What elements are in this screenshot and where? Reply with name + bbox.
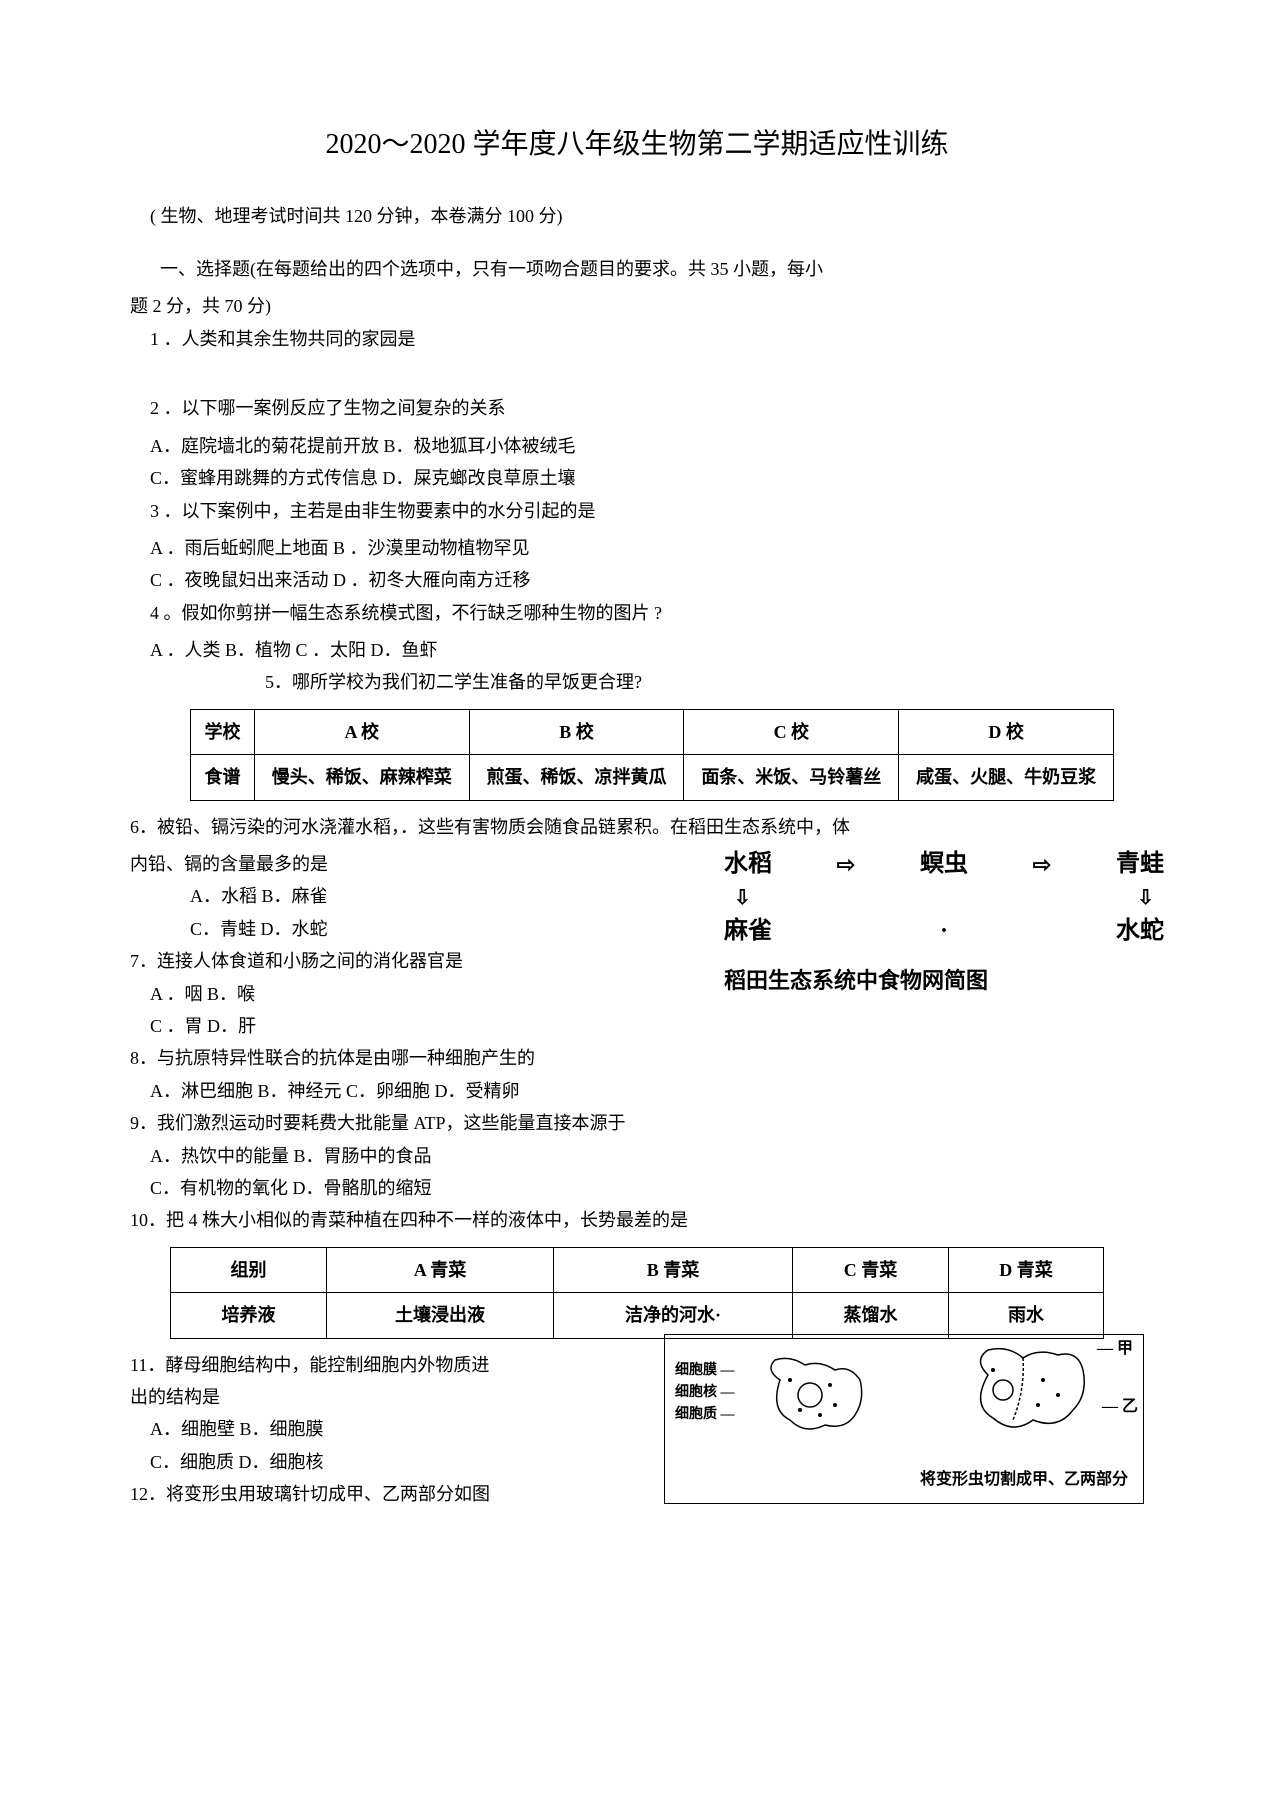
- amoeba-shape-1: [760, 1350, 870, 1440]
- table-row: 学校 A 校 B 校 C 校 D 校: [191, 709, 1114, 754]
- table-cell: 培养液: [171, 1293, 327, 1338]
- table-header: B 青菜: [554, 1247, 793, 1292]
- table-row: 食谱 慢头、稀饭、麻辣榨菜 煎蛋、稀饭、凉拌黄瓜 面条、米饭、马铃薯丝 咸蛋、火…: [191, 755, 1114, 800]
- arrow-down-icon: ⇩: [734, 886, 751, 910]
- food-web-caption: 稻田生态系统中食物网简图: [724, 961, 1164, 1001]
- q9-options-cd: C．有机物的氧化 D．骨骼肌的缩短: [150, 1172, 1144, 1204]
- question-7: 7．连接人体食道和小肠之间的消化器官是: [130, 945, 500, 977]
- q11-options-ab: A．细胞壁 B．细胞膜: [150, 1413, 490, 1445]
- table-cell: 洁净的河水·: [554, 1293, 793, 1338]
- table-2-plants: 组别 A 青菜 B 青菜 C 青菜 D 青菜 培养液 土壤浸出液 洁净的河水· …: [170, 1247, 1104, 1339]
- q7-options-cd: C ．胃 D．肝: [150, 1010, 1144, 1042]
- table-header: D 青菜: [948, 1247, 1103, 1292]
- cell-label: 细胞膜 ―: [675, 1360, 735, 1382]
- food-web-node: 麻雀: [724, 910, 772, 953]
- table-row: 培养液 土壤浸出液 洁净的河水· 蒸馏水 雨水: [171, 1293, 1104, 1338]
- q7-options-ab: A ．咽 B．喉: [150, 978, 500, 1010]
- table-cell: 雨水: [948, 1293, 1103, 1338]
- table-cell: 咸蛋、火腿、牛奶豆浆: [899, 755, 1114, 800]
- table-cell: 蒸馏水: [792, 1293, 948, 1338]
- question-12: 12．将变形虫用玻璃针切成甲、乙两部分如图: [130, 1478, 490, 1510]
- amoeba-shape-2: [963, 1340, 1093, 1440]
- table-cell: 食谱: [191, 755, 255, 800]
- label-jia: ― 甲: [1097, 1335, 1133, 1364]
- question-6: 6．被铅、镉污染的河水浇灌水稻，．这些有害物质会随食品链累积。在稻田生态系统中，…: [130, 811, 1144, 843]
- q11-continuation: 出的结构是: [130, 1381, 490, 1413]
- question-9: 9．我们激烈运动时要耗费大批能量 ATP，这些能量直接本源于: [130, 1107, 1144, 1139]
- spacer: ·: [940, 910, 948, 953]
- table-header: A 校: [254, 709, 469, 754]
- q6-options-cd: C．青蛙 D．水蛇: [190, 913, 500, 945]
- table-cell: 煎蛋、稀饭、凉拌黄瓜: [469, 755, 684, 800]
- table-cell: 面条、米饭、马铃薯丝: [684, 755, 899, 800]
- question-5: 5．哪所学校为我们初二学生准备的早饭更合理?: [265, 666, 1144, 698]
- q6-options-ab: A．水稻 B．麻雀: [190, 880, 500, 912]
- q9-options-ab: A．热饮中的能量 B．胃肠中的食品: [150, 1140, 1144, 1172]
- cell-diagram-caption: 将变形虫切割成甲、乙两部分: [920, 1466, 1128, 1495]
- q3-options-ab: A ．雨后蚯蚓爬上地面 B ．沙漠里动物植物罕见: [150, 532, 1144, 564]
- table-1-breakfast: 学校 A 校 B 校 C 校 D 校 食谱 慢头、稀饭、麻辣榨菜 煎蛋、稀饭、凉…: [190, 709, 1114, 801]
- food-web-node: 螟虫: [920, 843, 968, 886]
- question-8: 8．与抗原特异性联合的抗体是由哪一种细胞产生的: [130, 1042, 1144, 1074]
- food-web-node: 青蛙: [1116, 843, 1164, 886]
- table-cell: 土壤浸出液: [326, 1293, 553, 1338]
- q2-options-ab: A．庭院墙北的菊花提前开放 B．极地狐耳小体被绒毛: [150, 430, 1144, 462]
- q11-options-cd: C．细胞质 D．细胞核: [150, 1446, 490, 1478]
- q3-options-cd: C ．夜晚鼠妇出来活动 D ．初冬大雁向南方迁移: [150, 564, 1144, 596]
- table-header: A 青菜: [326, 1247, 553, 1292]
- cell-diagram: 细胞膜 ― 细胞核 ― 细胞质 ― ― 甲 ― 乙 将变形虫切割成甲、乙两部分: [664, 1334, 1144, 1504]
- question-4: 4 。假如你剪拼一幅生态系统模式图，不行缺乏哪种生物的图片 ?: [150, 597, 1144, 629]
- table-header: 学校: [191, 709, 255, 754]
- arrow-down-icon: ⇩: [1137, 886, 1154, 910]
- food-web-diagram: 水稻 ⇨ 螟虫 ⇨ 青蛙 ⇩ ⇩ 麻雀 · 水蛇 稻田生态系统中食物网简图: [724, 843, 1164, 1001]
- exam-info: ( 生物、地理考试时间共 120 分钟，本卷满分 100 分): [150, 200, 1144, 232]
- q2-options-cd: C．蜜蜂用跳舞的方式传信息 D．屎克螂改良草原土壤: [150, 462, 1144, 494]
- section-header-1: 一、选择题(在每题给出的四个选项中，只有一项吻合题目的要求。共 35 小题，每小: [160, 253, 1144, 285]
- q8-options: A．淋巴细胞 B．神经元 C．卵细胞 D．受精卵: [150, 1075, 1144, 1107]
- question-2: 2 ．以下哪一案例反应了生物之间复杂的关系: [150, 392, 1144, 424]
- table-cell: 慢头、稀饭、麻辣榨菜: [254, 755, 469, 800]
- question-1: 1 ．人类和其余生物共同的家园是: [150, 323, 1144, 355]
- question-3: 3 ．以下案例中，主若是由非生物要素中的水分引起的是: [150, 495, 1144, 527]
- table-header: C 校: [684, 709, 899, 754]
- food-web-node: 水蛇: [1116, 910, 1164, 953]
- question-11: 11．酵母细胞结构中，能控制细胞内外物质进: [130, 1349, 490, 1381]
- table-row: 组别 A 青菜 B 青菜 C 青菜 D 青菜: [171, 1247, 1104, 1292]
- q4-options: A ．人类 B．植物 C ．太阳 D．鱼虾: [150, 634, 1144, 666]
- question-10: 10．把 4 株大小相似的青菜种植在四种不一样的液体中，长势最差的是: [130, 1204, 1144, 1236]
- table-header: B 校: [469, 709, 684, 754]
- q6-continuation: 内铅、镉的含量最多的是: [130, 848, 500, 880]
- table-header: D 校: [899, 709, 1114, 754]
- table-header: C 青菜: [792, 1247, 948, 1292]
- page-title: 2020～2020 学年度八年级生物第二学期适应性训练: [130, 120, 1144, 170]
- arrow-icon: ⇨: [837, 845, 855, 885]
- section-header-2: 题 2 分，共 70 分): [130, 290, 1144, 322]
- label-yi: ― 乙: [1102, 1393, 1138, 1422]
- cell-label: 细胞核 ―: [675, 1382, 735, 1404]
- arrow-icon: ⇨: [1033, 845, 1051, 885]
- food-web-node: 水稻: [724, 843, 772, 886]
- cell-label: 细胞质 ―: [675, 1404, 735, 1426]
- table-header: 组别: [171, 1247, 327, 1292]
